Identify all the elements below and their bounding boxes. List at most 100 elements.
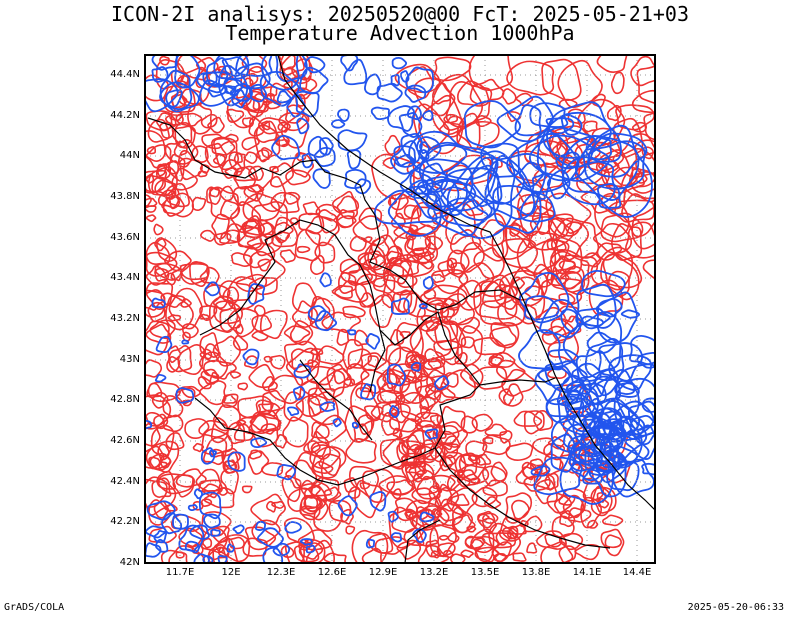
warm-contour [490,461,508,482]
warm-contour [546,268,570,287]
warm-contour [271,500,285,509]
cold-contour [388,405,400,419]
warm-contour [213,137,240,171]
cold-contour [614,382,640,398]
cold-contour [153,529,168,544]
cold-contour [159,81,200,113]
cold-contour [419,511,435,523]
lat-label: 42.6N [110,435,140,446]
warm-contour [416,383,442,410]
cold-contour [564,383,600,430]
warm-contour [376,368,411,395]
warm-contour [171,167,198,191]
warm-contour [432,474,456,492]
warm-contour [440,297,460,318]
warm-contour [382,257,412,285]
warm-contour [641,146,654,160]
warm-contour [467,454,481,465]
warm-contour [283,325,311,343]
warm-contour [241,218,275,236]
cold-contour [410,361,422,372]
warm-contour [317,370,346,401]
lon-label: 12.6E [317,567,347,578]
cold-contour [172,513,189,530]
warm-contour [292,300,319,328]
cold-contour [319,401,336,412]
warm-contour [551,515,575,538]
warm-contour [233,423,254,442]
cold-contour [184,540,200,553]
warm-contour [458,262,495,298]
cold-contour [560,308,579,333]
warm-contour [323,552,347,563]
warm-contour [474,453,492,466]
cold-contour [537,365,571,387]
warm-contour [157,473,194,495]
warm-contour [564,221,583,234]
warm-contour [558,260,577,271]
warm-contour [580,183,627,214]
warm-contour [533,162,565,191]
warm-contour [498,388,515,406]
warm-contour [595,149,631,191]
warm-contour [393,224,415,240]
warm-contour [466,525,477,533]
warm-contour [367,355,380,368]
warm-contour [460,241,485,273]
warm-contour [600,192,618,215]
warm-contour [226,108,245,123]
cold-contour [529,134,610,182]
warm-contour [192,501,204,511]
warm-contour [215,534,251,563]
warm-contour [145,289,166,318]
warm-contour [262,376,278,392]
cold-contour [292,385,306,401]
cold-contour [256,527,284,548]
warm-contour [580,252,602,268]
map-subtitle: Temperature Advection 1000hPa [225,21,575,45]
cold-contour [235,55,273,77]
warm-contour [300,494,323,515]
warm-contour [364,234,400,276]
cold-contour [287,406,300,417]
cold-contour [369,491,387,512]
warm-contour [360,352,387,372]
warm-contour [250,493,286,526]
warm-contour [358,207,383,230]
cold-contour [200,447,216,465]
cold-contour [390,73,400,87]
warm-contour [302,201,321,216]
warm-contour [393,230,431,263]
warm-contour [489,326,517,348]
warm-contour [403,204,422,220]
lat-label: 42N [119,557,140,568]
warm-contour [381,411,401,436]
cold-contour [390,297,411,315]
cold-contour [533,456,583,496]
cold-contour [203,513,221,529]
warm-contour [441,293,475,326]
warm-contour [423,348,446,371]
warm-contour [145,173,155,184]
warm-contour [446,249,470,279]
warm-contour [464,535,500,554]
warm-contour [345,525,356,535]
warm-contour [471,213,509,262]
cold-contour [600,400,646,442]
border-lazio [194,384,481,486]
border-north [147,117,376,216]
warm-contour [558,545,577,563]
warm-contour [331,190,360,214]
cold-contour [416,136,442,163]
cold-contour [365,333,381,350]
warm-contour [420,314,433,323]
cold-contour [546,101,622,168]
warm-contour [218,546,231,558]
cold-contour [344,168,367,190]
warm-contour [498,516,527,542]
warm-contour [457,120,500,151]
warm-contour [162,395,184,418]
warm-contour [184,418,210,440]
warm-contour [355,386,371,400]
warm-contour [145,194,152,208]
